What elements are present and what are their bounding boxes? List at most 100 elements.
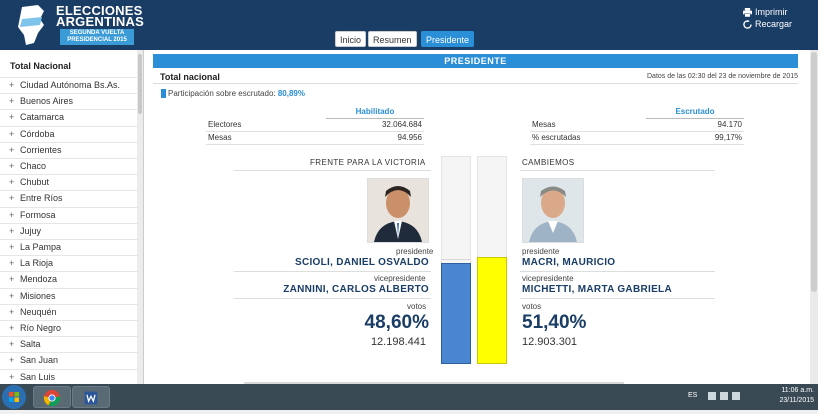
sidebar-item-label: Formosa	[20, 209, 56, 220]
expand-plus-icon[interactable]: +	[9, 177, 15, 188]
habilitado-table: Habilitado Electores 32.064.684 Mesas 94…	[206, 106, 424, 146]
right-vote-bar-fill	[477, 257, 507, 364]
table-row: Mesas 94.170	[530, 119, 744, 132]
sidebar-item[interactable]: + Formosa	[0, 206, 137, 223]
table-row: % escrutadas 99,17%	[530, 132, 744, 145]
expand-plus-icon[interactable]: +	[9, 242, 15, 252]
sidebar-item[interactable]: + Catamarca	[0, 109, 137, 125]
candidate-portrait-icon	[523, 179, 583, 242]
expand-plus-icon[interactable]: +	[9, 128, 15, 139]
right-vp-label: vicepresidente	[522, 274, 574, 283]
sidebar-item[interactable]: + Misiones	[0, 287, 137, 304]
sidebar-item[interactable]: + Chaco	[0, 158, 137, 174]
sidebar-scrollbar[interactable]	[137, 50, 143, 384]
sidebar-item[interactable]: + Córdoba	[0, 125, 137, 142]
sidebar-item-label: Córdoba	[20, 128, 55, 139]
page-scroll-thumb[interactable]	[811, 52, 817, 292]
left-president-label: presidente	[396, 247, 434, 256]
sidebar-item-label: San Luis	[20, 371, 56, 382]
divider	[153, 83, 798, 84]
expand-plus-icon[interactable]: +	[9, 161, 15, 171]
sidebar-item[interactable]: + Buenos Aires	[0, 93, 137, 109]
expand-plus-icon[interactable]: +	[9, 355, 15, 366]
start-button[interactable]	[2, 385, 26, 409]
macri-photo	[522, 178, 584, 243]
sidebar-item-label: Salta	[20, 339, 41, 350]
sidebar-item[interactable]: + San Luis	[0, 368, 137, 384]
candidate-portrait-icon	[368, 179, 428, 242]
sidebar-scroll-thumb[interactable]	[138, 54, 142, 114]
sidebar-title[interactable]: Total Nacional	[10, 61, 71, 71]
page-scrollbar[interactable]	[810, 50, 818, 384]
sidebar-item[interactable]: + Jujuy	[0, 222, 137, 239]
expand-plus-icon[interactable]: +	[9, 323, 15, 333]
sidebar-item[interactable]: + Río Negro	[0, 320, 137, 336]
tray-network-icon[interactable]	[720, 392, 728, 400]
expand-plus-icon[interactable]: +	[9, 193, 15, 204]
logo-title-line1: ELECCIONES	[56, 3, 143, 18]
right-percent: 51,40%	[522, 312, 587, 333]
participation-marker	[161, 89, 166, 98]
sidebar-item-label: Mendoza	[20, 274, 58, 285]
reload-link[interactable]: Recargar	[743, 18, 792, 30]
escrutado-row-value: 94.170	[717, 120, 742, 129]
tab-presidente[interactable]: Presidente	[421, 31, 475, 47]
section-banner: PRESIDENTE	[153, 54, 798, 68]
sidebar-item[interactable]: + Corrientes	[0, 141, 137, 158]
expand-plus-icon[interactable]: +	[9, 225, 15, 236]
sidebar-item[interactable]: + San Juan	[0, 352, 137, 368]
divider	[234, 298, 431, 299]
expand-plus-icon[interactable]: +	[9, 96, 15, 107]
right-vp-name: MICHETTI, MARTA GABRIELA	[522, 284, 672, 295]
sidebar-item[interactable]: + La Rioja	[0, 255, 137, 271]
right-president-label: presidente	[522, 247, 560, 256]
expand-plus-icon[interactable]: +	[9, 274, 15, 285]
expand-plus-icon[interactable]: +	[9, 306, 15, 317]
sidebar-item-label: Entre Ríos	[20, 193, 63, 204]
escrutado-header: Escrutado	[646, 106, 744, 119]
expand-plus-icon[interactable]: +	[9, 80, 15, 90]
left-votes: 12.198.441	[370, 336, 426, 348]
sidebar-item[interactable]: + Mendoza	[0, 271, 137, 287]
sidebar-item[interactable]: + Chubut	[0, 174, 137, 190]
sidebar-item[interactable]: + Salta	[0, 336, 137, 352]
table-row: Mesas 94.956	[206, 132, 424, 145]
expand-plus-icon[interactable]: +	[9, 209, 15, 220]
sidebar-item[interactable]: + Ciudad Autónoma Bs.As.	[0, 77, 137, 93]
taskbar-chrome-button[interactable]	[33, 386, 71, 408]
sidebar-item[interactable]: + Entre Ríos	[0, 190, 137, 206]
sidebar-item-label: Neuquén	[20, 306, 57, 317]
sidebar-item[interactable]: + Neuquén	[0, 303, 137, 320]
sidebar-item-label: Buenos Aires	[20, 96, 74, 107]
sidebar-item[interactable]: + La Pampa	[0, 239, 137, 255]
sidebar-item-label: Catamarca	[20, 112, 65, 123]
clock[interactable]: 11:06 a.m. 23/11/2015	[779, 386, 814, 406]
sidebar-item-label: Río Negro	[20, 323, 62, 333]
table-row: Electores 32.064.684	[206, 119, 424, 132]
sidebar-item-label: Corrientes	[20, 144, 62, 155]
language-indicator[interactable]: ES	[688, 392, 698, 399]
sidebar-item-label: San Juan	[20, 355, 59, 366]
expand-plus-icon[interactable]: +	[9, 112, 15, 123]
tab-resumen[interactable]: Resumen	[368, 31, 417, 47]
print-link[interactable]: Imprimir	[742, 6, 792, 18]
expand-plus-icon[interactable]: +	[9, 290, 15, 301]
divider	[244, 382, 624, 384]
expand-plus-icon[interactable]: +	[9, 144, 15, 155]
divider	[520, 271, 715, 272]
expand-plus-icon[interactable]: +	[9, 258, 15, 269]
tray-volume-icon[interactable]	[732, 392, 740, 400]
logo-subtitle-line1: SEGUNDA VUELTA	[69, 30, 125, 36]
divider	[520, 170, 715, 171]
reload-icon	[743, 19, 752, 29]
taskbar-word-button[interactable]	[72, 386, 110, 408]
tray-flag-icon[interactable]	[708, 392, 716, 400]
sidebar-item-label: Chubut	[20, 177, 50, 188]
chrome-icon	[43, 389, 61, 407]
left-vp-label: vicepresidente	[374, 274, 426, 283]
page-subtitle: Total nacional	[160, 72, 220, 82]
expand-plus-icon[interactable]: +	[9, 339, 15, 350]
expand-plus-icon[interactable]: +	[9, 371, 15, 382]
word-icon	[84, 391, 98, 405]
tab-inicio[interactable]: Inicio	[335, 31, 367, 47]
